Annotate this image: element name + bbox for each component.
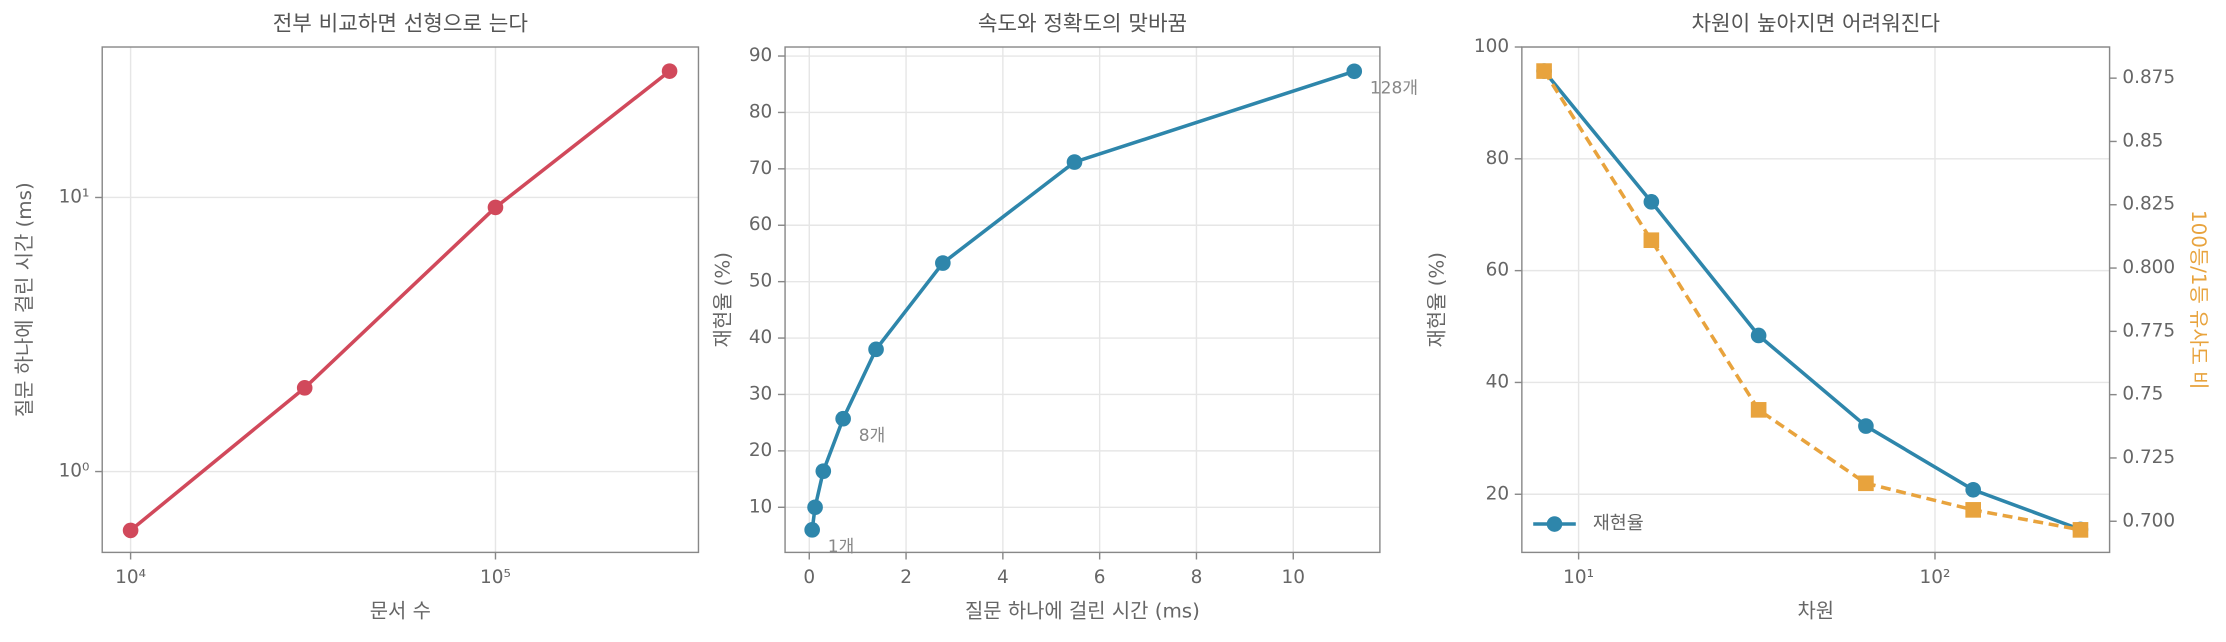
y-tick-label: 80 (1486, 148, 1509, 169)
y2-tick-label: 0.775 (2122, 320, 2175, 341)
y-axis-label: 재현율 (%) (712, 252, 735, 348)
series-line (1542, 70, 2081, 532)
marker (1750, 327, 1767, 344)
x-tick-label: 10 (1282, 567, 1305, 588)
marker (1750, 402, 1767, 418)
marker (122, 522, 139, 539)
plot-frame (101, 46, 700, 554)
x-tick-label: 0 (803, 567, 815, 588)
y-tick-label: 60 (1486, 260, 1509, 281)
x-tick-label: 2 (900, 567, 912, 588)
marker (868, 341, 884, 358)
marker (807, 499, 823, 516)
y-tick-label: 50 (749, 271, 772, 292)
y-axis-label: 질문 하나에 걸린 시간 (ms) (13, 182, 36, 417)
y-tick-label: 80 (749, 101, 772, 122)
y-tick-label: 40 (749, 327, 772, 348)
y-tick-label: 90 (749, 45, 772, 66)
marker (487, 199, 504, 216)
y2-axis-label: 100등/1등 유사도 비 (2187, 210, 2210, 389)
x-tick-label: 6 (1094, 567, 1106, 588)
y-tick-label: 10 (749, 496, 772, 517)
y2-tick-label: 0.75 (2122, 384, 2163, 405)
marker (1346, 63, 1363, 80)
marker (815, 463, 832, 479)
x-tick-label: 8 (1191, 567, 1203, 588)
x-tick-label: 10⁵ (480, 567, 511, 588)
marker (835, 410, 851, 427)
marker (1066, 154, 1083, 170)
legend-label: 재현율 (1593, 513, 1644, 534)
series-line (129, 69, 671, 532)
y2-tick-label: 0.725 (2122, 447, 2175, 468)
marker (1643, 194, 1660, 210)
x-axis-label: 차원 (1797, 600, 1834, 623)
y-axis-label: 재현율 (%) (1426, 252, 1449, 348)
y-tick-label: 20 (1486, 483, 1509, 504)
marker (1536, 63, 1552, 79)
y2-tick-label: 0.875 (2122, 67, 2175, 88)
x-axis-label: 문서 수 (370, 600, 431, 623)
series-line (810, 69, 1355, 531)
plot-frame (1521, 46, 2111, 554)
chart-title: 차원이 높아지면 어려워진다 (1691, 11, 1939, 36)
chart-title: 속도와 정확도의 맞바꿈 (978, 11, 1187, 36)
y2-tick-label: 0.825 (2122, 194, 2175, 215)
x-axis-label: 질문 하나에 걸린 시간 (ms) (965, 600, 1200, 623)
x-tick-label: 10² (1920, 567, 1951, 588)
y2-tick-label: 0.85 (2122, 130, 2163, 151)
marker (661, 63, 678, 79)
y-tick-label: 60 (749, 214, 772, 235)
point-label: 1개 (828, 537, 854, 557)
y-tick-label: 10¹ (59, 186, 90, 207)
y-tick-label: 10⁰ (59, 461, 90, 482)
x-tick-label: 10¹ (1563, 567, 1594, 588)
y2-tick-label: 0.800 (2122, 257, 2175, 278)
plot-frame (784, 46, 1381, 554)
marker (1858, 418, 1874, 434)
marker (935, 255, 951, 271)
x-tick-label: 10⁴ (115, 567, 146, 588)
x-tick-label: 4 (997, 567, 1009, 588)
y-tick-label: 70 (749, 158, 772, 179)
y-tick-label: 40 (1486, 371, 1509, 392)
y-tick-label: 30 (749, 383, 772, 404)
marker (1965, 502, 1981, 518)
marker (2072, 522, 2089, 538)
marker (1858, 475, 1874, 492)
point-label: 8개 (859, 426, 885, 446)
marker (296, 380, 313, 396)
point-label: 128개 (1370, 78, 1418, 98)
y-tick-label: 100 (1474, 36, 1509, 57)
chart-title: 전부 비교하면 선형으로 는다 (273, 11, 528, 36)
marker (1643, 232, 1660, 249)
series-line (1542, 69, 2082, 532)
y-tick-label: 20 (749, 440, 772, 461)
marker (1965, 481, 1981, 498)
marker (804, 522, 820, 538)
legend-swatch (1546, 516, 1563, 532)
y2-tick-label: 0.700 (2122, 510, 2175, 531)
